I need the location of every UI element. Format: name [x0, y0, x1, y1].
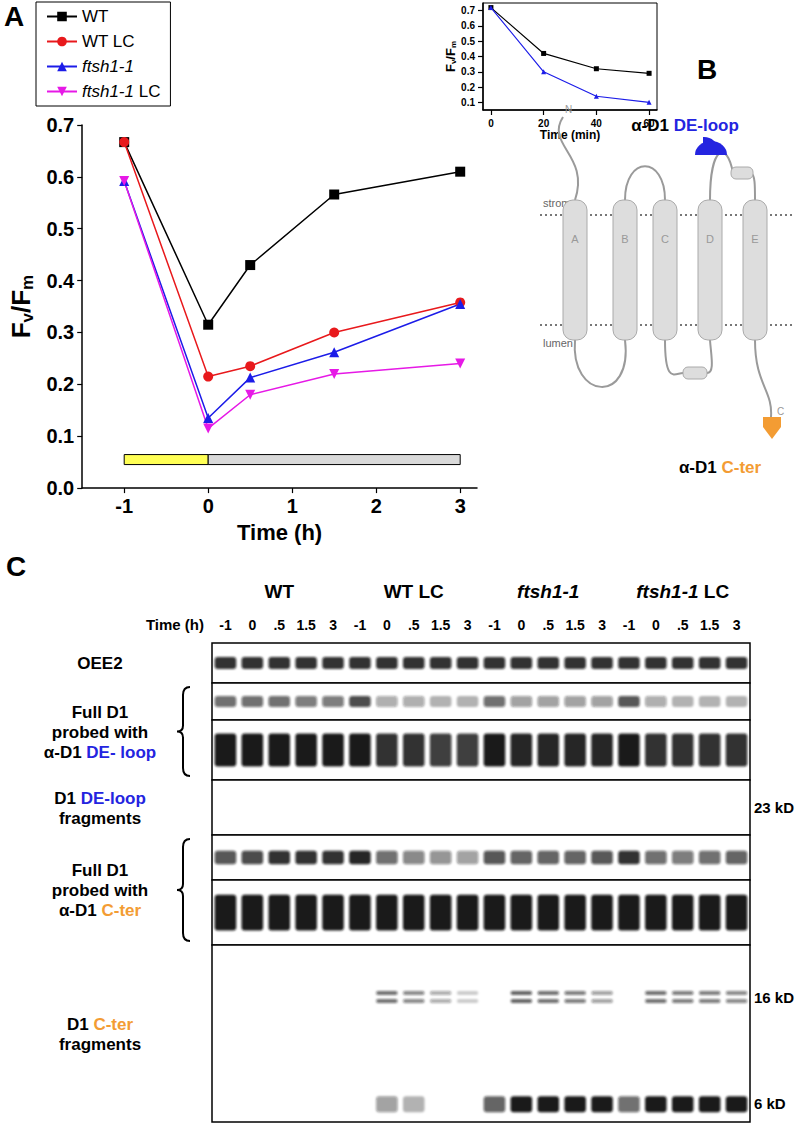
svg-text:0.3: 0.3: [461, 66, 475, 77]
svg-text:LC: LC: [134, 82, 160, 101]
svg-text:/F: /F: [6, 290, 36, 313]
svg-text:α-D1 C-ter: α-D1 C-ter: [59, 901, 142, 920]
svg-text:ftsh1-1: ftsh1-1: [517, 581, 579, 602]
svg-text:0: 0: [383, 617, 391, 633]
svg-text:OEE2: OEE2: [77, 654, 122, 673]
svg-text:probed with: probed with: [52, 881, 148, 900]
svg-text:B: B: [697, 55, 717, 85]
svg-text:0: 0: [488, 118, 494, 129]
svg-text:0: 0: [517, 617, 525, 633]
svg-text:0.6: 0.6: [46, 166, 74, 188]
svg-text:0.6: 0.6: [461, 20, 475, 31]
svg-text:0.4: 0.4: [46, 270, 75, 292]
svg-text:6 kD: 6 kD: [754, 1095, 786, 1112]
svg-text:0.2: 0.2: [46, 373, 74, 395]
svg-text:0.5: 0.5: [461, 36, 475, 47]
svg-text:N: N: [565, 104, 572, 115]
svg-text:α-D1 DE-loop: α-D1 DE-loop: [631, 116, 739, 135]
svg-text:WT: WT: [82, 7, 108, 26]
svg-text:0.1: 0.1: [461, 97, 475, 108]
svg-text:0.1: 0.1: [46, 425, 74, 447]
svg-text:D: D: [706, 233, 714, 245]
svg-text:C: C: [661, 233, 669, 245]
svg-text:fragments: fragments: [59, 1035, 141, 1054]
svg-text:Time (min): Time (min): [540, 128, 600, 142]
svg-text:F: F: [443, 64, 458, 72]
svg-text:0.2: 0.2: [461, 82, 475, 93]
svg-text:1.5: 1.5: [565, 617, 585, 633]
svg-text:Full D1: Full D1: [72, 861, 129, 880]
svg-text:3: 3: [733, 617, 741, 633]
svg-text:WT: WT: [264, 581, 294, 602]
svg-text:ftsh1-1: ftsh1-1: [82, 57, 134, 76]
svg-text:D1 C-ter: D1 C-ter: [67, 1015, 134, 1034]
svg-text:.5: .5: [542, 617, 554, 633]
svg-text:α-D1 C-ter: α-D1 C-ter: [679, 458, 762, 477]
svg-text:1.5: 1.5: [431, 617, 451, 633]
svg-text:WT LC: WT LC: [384, 581, 444, 602]
svg-text:D1 DE-loop: D1 DE-loop: [54, 789, 146, 808]
svg-text:v: v: [448, 59, 458, 65]
svg-text:.5: .5: [677, 617, 689, 633]
svg-text:3: 3: [329, 617, 337, 633]
svg-text:F: F: [6, 322, 36, 338]
svg-text:α-D1 DE- loop: α-D1 DE- loop: [44, 743, 156, 762]
svg-text:2: 2: [371, 495, 382, 517]
svg-text:0.5: 0.5: [46, 218, 74, 240]
svg-text:-1: -1: [115, 495, 133, 517]
svg-text:ftsh1-1: ftsh1-1: [82, 82, 134, 101]
svg-text:16 kD: 16 kD: [754, 989, 794, 1006]
svg-text:-1: -1: [354, 617, 367, 633]
svg-text:40: 40: [591, 118, 603, 129]
svg-text:3: 3: [598, 617, 606, 633]
svg-text:probed with: probed with: [52, 723, 148, 742]
svg-text:0.3: 0.3: [46, 321, 74, 343]
svg-text:A: A: [571, 233, 579, 245]
svg-text:3: 3: [455, 495, 466, 517]
svg-text:ftsh1-1 LC: ftsh1-1 LC: [636, 581, 729, 602]
svg-text:m: m: [449, 41, 458, 48]
svg-text:Full D1: Full D1: [72, 703, 129, 722]
svg-text:-1: -1: [219, 617, 232, 633]
svg-text:/F: /F: [443, 48, 458, 60]
svg-text:0.7: 0.7: [461, 5, 475, 16]
svg-text:20: 20: [538, 118, 550, 129]
svg-text:m: m: [18, 275, 37, 290]
svg-text:-1: -1: [488, 617, 501, 633]
svg-text:fragments: fragments: [59, 809, 141, 828]
svg-text:A: A: [4, 1, 24, 32]
svg-text:0: 0: [248, 617, 256, 633]
svg-text:0.0: 0.0: [46, 477, 74, 499]
svg-text:-1: -1: [623, 617, 636, 633]
svg-text:E: E: [751, 233, 758, 245]
svg-text:Time (h): Time (h): [237, 520, 322, 545]
svg-text:lumen: lumen: [543, 337, 573, 349]
svg-text:C: C: [777, 406, 784, 417]
svg-text:0.4: 0.4: [461, 51, 475, 62]
svg-text:1.5: 1.5: [296, 617, 316, 633]
svg-text:.5: .5: [273, 617, 285, 633]
svg-text:1.5: 1.5: [700, 617, 720, 633]
svg-text:1: 1: [287, 495, 298, 517]
svg-text:0.7: 0.7: [46, 114, 74, 136]
svg-text:WT LC: WT LC: [82, 32, 135, 51]
svg-text:Time (h): Time (h): [146, 616, 204, 633]
svg-text:.5: .5: [408, 617, 420, 633]
svg-text:3: 3: [464, 617, 472, 633]
svg-text:23 kD: 23 kD: [754, 799, 794, 816]
svg-text:v: v: [17, 313, 37, 323]
svg-text:stroma: stroma: [543, 197, 577, 209]
svg-text:C: C: [6, 551, 26, 582]
svg-text:0: 0: [652, 617, 660, 633]
svg-text:0: 0: [203, 495, 214, 517]
svg-text:B: B: [621, 233, 628, 245]
